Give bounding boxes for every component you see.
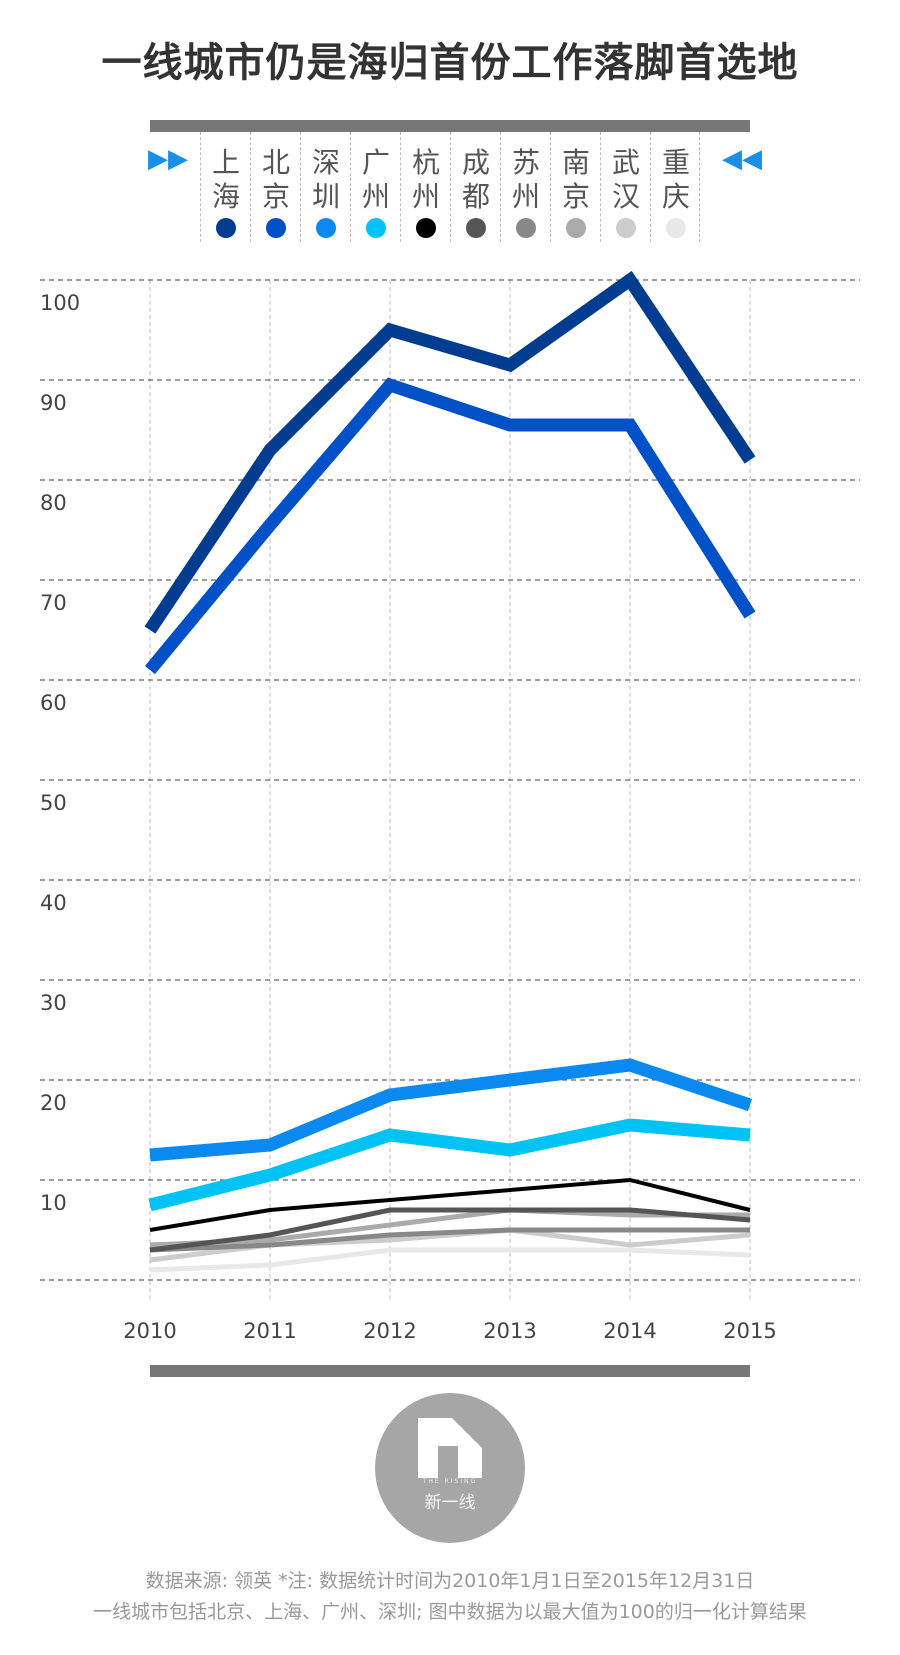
legend-item: 深圳 xyxy=(300,132,350,242)
footer-source-note: 数据来源: 领英 *注: 数据统计时间为2010年1月1日至2015年12月31… xyxy=(145,1570,755,1592)
legend-item: 上海 xyxy=(200,132,250,242)
bottom-divider-bar xyxy=(150,1365,750,1377)
legend-swatch xyxy=(366,218,386,238)
legend-item: 成都 xyxy=(450,132,500,242)
legend-item: 南京 xyxy=(550,132,600,242)
logo-mark-icon xyxy=(418,1418,482,1478)
x-tick-label: 2013 xyxy=(483,1319,536,1343)
legend-item: 武汉 xyxy=(600,132,650,242)
series-line xyxy=(149,1247,751,1273)
x-tick-label: 2010 xyxy=(123,1319,176,1343)
chart-title: 一线城市仍是海归首份工作落脚首选地 xyxy=(101,40,799,86)
y-tick-label: 60 xyxy=(40,691,67,715)
series-line xyxy=(149,1227,750,1253)
legend-item: 苏州 xyxy=(500,132,550,242)
logo-subtitle: THE RISING xyxy=(422,1478,478,1485)
legend-label: 重庆 xyxy=(661,146,690,213)
y-tick-label: 30 xyxy=(40,991,67,1015)
y-tick-label: 10 xyxy=(40,1191,67,1215)
arrow-left-icon: ◀◀ xyxy=(722,144,762,174)
legend-label: 深圳 xyxy=(311,146,340,213)
legend-item: 北京 xyxy=(250,132,300,242)
y-tick-label: 70 xyxy=(40,591,67,615)
x-tick-label: 2014 xyxy=(603,1319,656,1343)
series-line xyxy=(144,377,756,675)
logo-name: 新一线 xyxy=(424,1493,476,1513)
x-tick-label: 2012 xyxy=(363,1319,416,1343)
legend-label: 苏州 xyxy=(511,146,540,213)
legend-label: 成都 xyxy=(461,146,490,213)
legend-swatch xyxy=(666,218,686,238)
series-line xyxy=(149,1207,751,1253)
chart-legend: 上海北京深圳广州杭州成都苏州南京武汉重庆 xyxy=(200,132,700,242)
legend-swatch xyxy=(566,218,586,238)
legend-swatch xyxy=(516,218,536,238)
legend-item: 重庆 xyxy=(650,132,700,242)
legend-swatch xyxy=(266,218,286,238)
series-line xyxy=(149,1058,753,1162)
y-tick-label: 40 xyxy=(40,891,67,915)
series-line xyxy=(148,1118,751,1212)
brand-logo: THE RISING 新一线 xyxy=(375,1393,525,1543)
legend-label: 南京 xyxy=(561,146,590,213)
legend-label: 武汉 xyxy=(611,146,640,213)
series-line xyxy=(149,1207,750,1248)
y-tick-label: 20 xyxy=(40,1091,67,1115)
x-tick-label: 2011 xyxy=(243,1319,296,1343)
legend-item: 广州 xyxy=(350,132,400,242)
legend-swatch xyxy=(466,218,486,238)
legend-swatch xyxy=(416,218,436,238)
legend-label: 北京 xyxy=(261,146,290,213)
legend-item: 杭州 xyxy=(400,132,450,242)
legend-swatch xyxy=(316,218,336,238)
arrow-right-icon: ▶▶ xyxy=(148,144,188,174)
legend-label: 广州 xyxy=(361,146,390,213)
legend-swatch xyxy=(216,218,236,238)
legend-swatch xyxy=(616,218,636,238)
legend-label: 杭州 xyxy=(411,146,440,213)
y-tick-label: 50 xyxy=(40,791,67,815)
y-tick-label: 100 xyxy=(40,291,80,315)
y-tick-label: 90 xyxy=(40,391,67,415)
top-divider-bar xyxy=(150,120,750,132)
footer-definition-note: 一线城市包括北京、上海、广州、深圳; 图中数据为以最大值为100的归一化计算结果 xyxy=(93,1601,807,1623)
y-tick-label: 80 xyxy=(40,491,67,515)
series-line xyxy=(149,1177,751,1232)
x-tick-label: 2015 xyxy=(723,1319,776,1343)
series-line xyxy=(144,270,756,634)
legend-label: 上海 xyxy=(211,146,240,213)
